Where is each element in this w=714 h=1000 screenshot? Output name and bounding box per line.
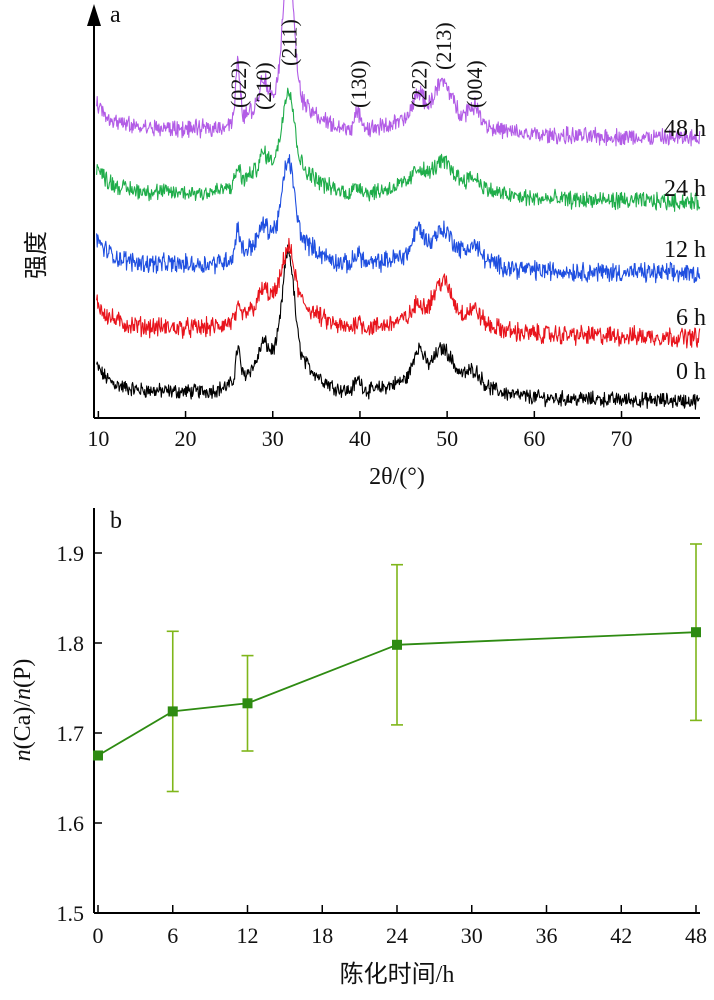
xrd-trace-label: 0 h (676, 359, 706, 385)
ratio-x-tick-label: 30 (461, 923, 483, 948)
ratio-x-tick-label: 24 (386, 923, 408, 948)
ca-p-ratio-panel: 1.5 1.6 1.7 1.8 1.9 0 6 12 18 24 30 36 42 48 b n(Ca)… (10, 508, 707, 988)
xrd-y-axis-arrow (87, 4, 101, 26)
xrd-x-tick-label: 20 (175, 426, 197, 451)
xrd-trace-48h (96, 0, 701, 147)
xrd-trace-labels: 0 h 6 h 12 h 24 h 48 h (664, 116, 706, 385)
xrd-x-tick-label: 40 (349, 426, 371, 451)
xrd-x-axis-title: 2θ/(°) (369, 464, 425, 490)
xrd-peak-labels: (022) (210)(211) (130) (222)(213)(004) (226, 19, 487, 110)
xrd-peak-label: (022) (226, 60, 251, 108)
xrd-x-tick-label: 60 (523, 426, 545, 451)
ratio-x-ticks: 0 6 12 18 24 30 36 42 48 (93, 905, 707, 948)
xrd-x-tick-label: 50 (436, 426, 458, 451)
ratio-y-ticks: 1.5 1.6 1.7 1.8 1.9 (57, 541, 102, 926)
ratio-point (242, 698, 253, 709)
xrd-peak-label: (130) (346, 60, 371, 108)
ratio-y-title-ca: (Ca)/ (10, 700, 36, 750)
xrd-panel: 10 20 30 40 50 60 70 (022) (210)(211) (130) (222)… (23, 0, 706, 490)
ratio-x-tick-label: 0 (93, 923, 104, 948)
ratio-x-tick-label: 6 (167, 923, 178, 948)
xrd-x-ticks: 10 20 30 40 50 60 70 (87, 411, 633, 451)
xrd-x-tick-label: 70 (611, 426, 633, 451)
ratio-x-tick-label: 18 (311, 923, 333, 948)
ratio-y-axis-title: n(Ca)/n(P) (10, 659, 36, 762)
xrd-trace-label: 12 h (664, 237, 706, 263)
xrd-trace-24h (96, 87, 701, 212)
xrd-traces (96, 0, 701, 410)
ratio-point (167, 706, 178, 717)
xrd-trace-label: 6 h (676, 305, 706, 331)
ratio-y-title-n1: n (10, 749, 36, 761)
panel-letter-b: b (110, 508, 122, 534)
xrd-peak-label: (213) (431, 22, 456, 70)
ratio-y-tick-label: 1.9 (57, 541, 85, 566)
xrd-x-tick-label: 30 (262, 426, 284, 451)
ratio-point (392, 639, 402, 650)
xrd-trace-12h (96, 154, 701, 284)
panel-letter-a: a (110, 2, 121, 28)
xrd-peak-label: (211) (276, 19, 301, 66)
ratio-y-title-n2: n (10, 688, 36, 700)
xrd-peak-label: (210) (251, 62, 276, 110)
xrd-peak-label: (004) (462, 60, 487, 108)
ratio-x-tick-label: 42 (610, 923, 632, 948)
ratio-y-tick-label: 1.7 (57, 721, 85, 746)
ratio-point (691, 627, 701, 638)
ratio-y-tick-label: 1.6 (57, 811, 85, 836)
ratio-x-tick-label: 36 (536, 923, 558, 948)
ratio-x-tick-label: 12 (237, 923, 259, 948)
ratio-series (93, 543, 702, 793)
xrd-trace-0h (96, 244, 701, 410)
xrd-x-tick-label: 10 (87, 426, 109, 451)
ratio-x-tick-label: 48 (685, 923, 707, 948)
ratio-y-title-p: (P) (10, 659, 36, 688)
ratio-x-axis-title: 陈化时间/h (340, 961, 455, 988)
xrd-trace-label: 24 h (664, 176, 706, 202)
xrd-trace-6h (96, 237, 701, 349)
ratio-point (93, 750, 103, 761)
xrd-peak-label: (222) (406, 60, 431, 108)
xrd-trace-label: 48 h (664, 116, 706, 142)
ratio-y-tick-label: 1.5 (57, 901, 85, 926)
xrd-y-axis-title: 强度 (23, 231, 50, 279)
ratio-y-tick-label: 1.8 (57, 631, 85, 656)
